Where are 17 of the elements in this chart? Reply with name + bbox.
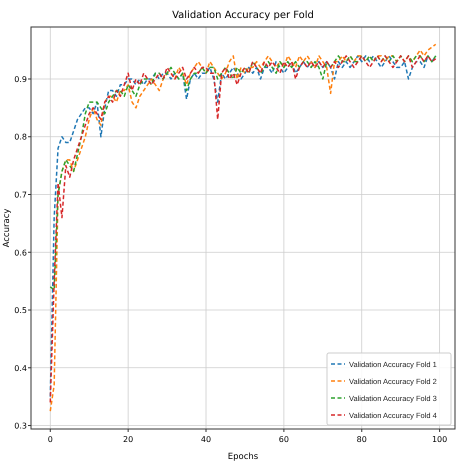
y-tick-label: 0.4 [14,364,27,373]
x-tick-label: 40 [200,435,212,444]
y-tick-label: 0.5 [14,306,27,316]
x-tick-label: 80 [356,435,367,444]
x-tick-label: 0 [48,435,53,444]
y-tick-label: 0.3 [14,422,27,431]
x-axis-title: Epochs [228,452,259,462]
y-tick-label: 0.7 [14,190,27,200]
x-tick-label: 60 [278,435,289,444]
y-tick-label: 0.6 [14,248,27,258]
x-tick-label: 100 [432,435,448,444]
chart-title: Validation Accuracy per Fold [172,10,314,21]
y-tick-label: 0.9 [14,74,27,84]
y-tick-label: 0.8 [14,132,27,142]
line-series [50,55,436,291]
y-axis-title: Accuracy [2,208,12,248]
x-tick-label: 20 [123,435,134,444]
